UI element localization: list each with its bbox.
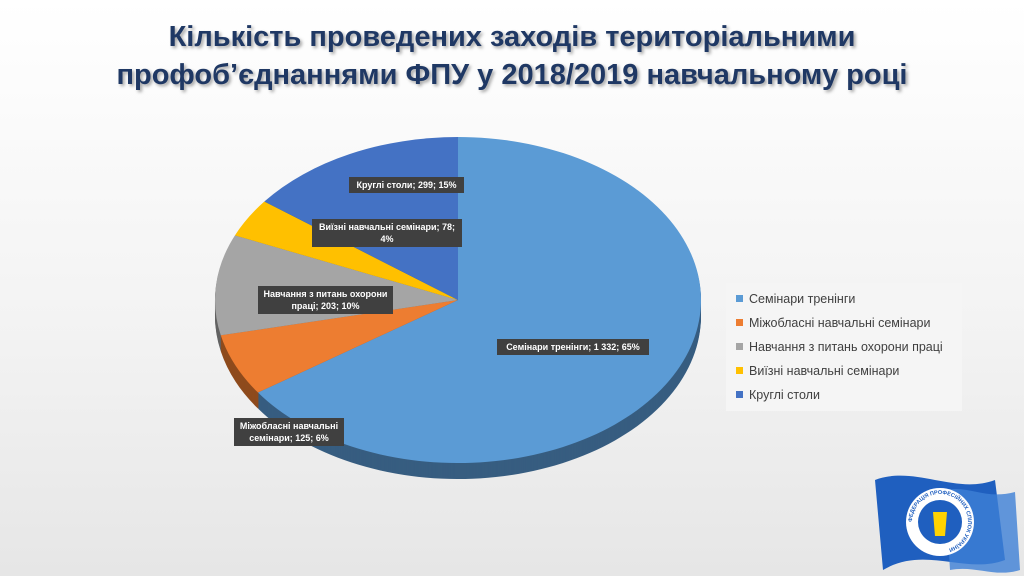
legend-item: Міжобласні навчальні семінари <box>736 316 930 330</box>
chart-title: Кількість проведених заходів територіаль… <box>116 21 908 91</box>
slice <box>220 300 458 393</box>
slice <box>257 137 701 463</box>
legend-swatch <box>736 391 743 398</box>
data-label: Круглі столи; 299; 15% <box>349 177 464 193</box>
legend-label: Навчання з питань охорони праці <box>749 340 943 354</box>
legend-swatch <box>736 295 743 302</box>
legend-label: Міжобласні навчальні семінари <box>749 316 931 330</box>
legend-swatch <box>736 343 743 350</box>
slice <box>234 201 458 300</box>
legend-label: Виїзні навчальні семінари <box>749 364 900 378</box>
legend-item: Круглі столи <box>736 388 820 402</box>
legend-label: Круглі столи <box>749 388 820 402</box>
data-label: Навчання з питань охорони праці; 203; 10… <box>258 286 393 314</box>
legend-label: Семінари тренінги <box>749 292 856 306</box>
data-label: Семінари тренінги; 1 332; 65% <box>497 339 649 355</box>
logo: ФЕДЕРАЦІЯ ПРОФЕСІЙНИХ СПІЛОК УКРАЇНИ <box>875 475 1020 573</box>
legend-item: Виїзні навчальні семінари <box>736 364 899 378</box>
data-label: Виїзні навчальні семінари; 78; 4% <box>312 219 462 247</box>
legend: Семінари тренінги Міжобласні навчальні се… <box>726 283 962 411</box>
logo-hand <box>933 512 947 536</box>
legend-item: Семінари тренінги <box>736 292 855 306</box>
legend-item: Навчання з питань охорони праці <box>736 340 943 354</box>
legend-swatch <box>736 319 743 326</box>
legend-swatch <box>736 367 743 374</box>
data-label: Міжобласні навчальні семінари; 125; 6% <box>234 418 344 446</box>
